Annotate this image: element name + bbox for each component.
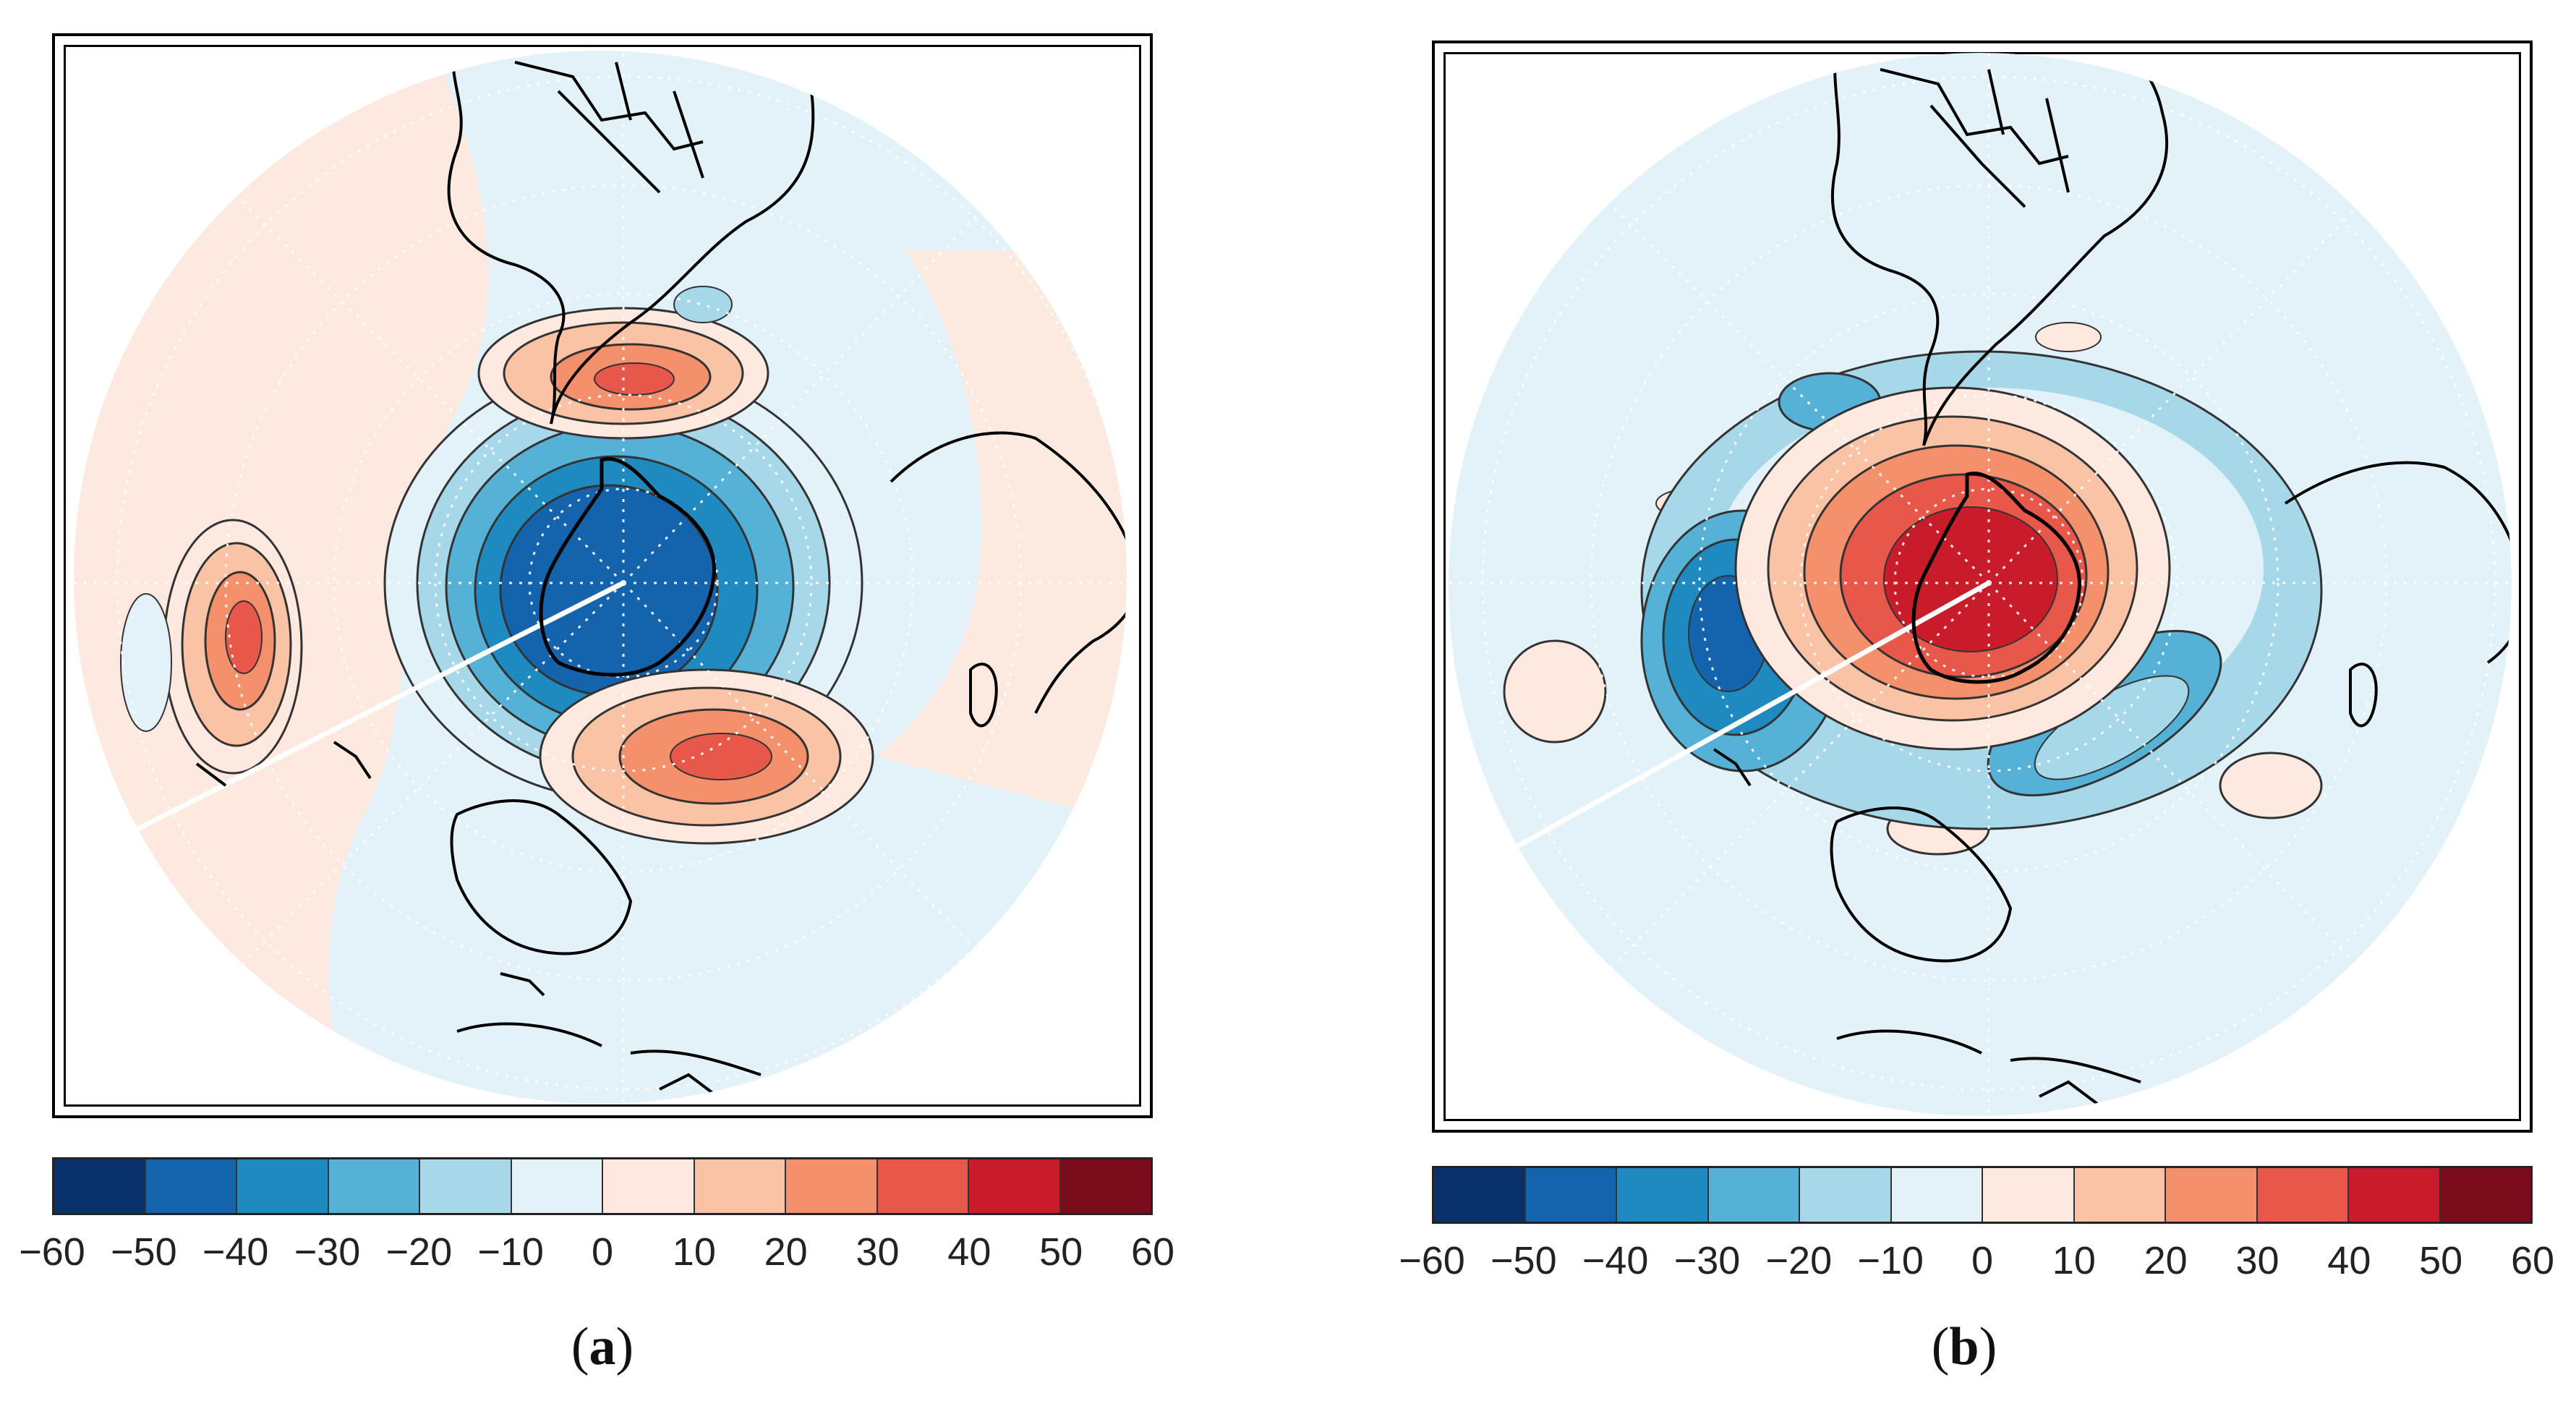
colorbar-tick: −20	[1765, 1239, 1833, 1282]
colorbar-tick: 40	[947, 1230, 991, 1274]
colorbar-swatch	[1434, 1168, 1526, 1222]
anomaly-pos-40-se-a	[670, 733, 772, 780]
colorbar-tick: 0	[591, 1230, 614, 1274]
colorbar-swatch	[2257, 1168, 2349, 1222]
colorbar-swatch	[1891, 1168, 1983, 1222]
anomaly-pos-small-se-b	[2219, 751, 2323, 819]
colorbar-swatch	[420, 1159, 512, 1213]
colorbar-tick: −10	[1857, 1239, 1924, 1282]
panel-label-a: a	[589, 1317, 616, 1376]
panel-label-b: b	[1949, 1317, 1979, 1376]
colorbar-swatch	[877, 1159, 969, 1213]
colorbar-tick: 60	[2510, 1239, 2555, 1282]
colorbar-swatch	[237, 1159, 329, 1213]
positive-region-east-a	[877, 250, 1127, 829]
anomaly-pos-small-nw-b	[2035, 322, 2102, 352]
colorbar-swatch	[328, 1159, 420, 1213]
polar-map-a	[74, 51, 1127, 1104]
panel-caption-b: (b)	[1931, 1317, 1997, 1376]
colorbar-swatch	[1983, 1168, 2075, 1222]
colorbar-tick: −30	[1673, 1239, 1741, 1282]
graticule-b	[1449, 53, 2512, 1116]
colorbar-swatch	[786, 1159, 878, 1213]
colorbar-tick: −10	[477, 1230, 544, 1274]
anomaly-neg-west-small-a	[120, 593, 172, 732]
dateline-a	[74, 580, 625, 875]
colorbar-tick: −50	[111, 1230, 177, 1274]
anomaly-pos-small-west-b	[1503, 639, 1607, 744]
anomaly-pos-40-north-a	[594, 362, 675, 396]
colorbar-tick: 10	[672, 1230, 716, 1274]
colorbar-tick: −60	[19, 1230, 85, 1274]
colorbar-swatch	[145, 1159, 237, 1213]
colorbar-swatch	[603, 1159, 695, 1213]
colorbar-tick: −30	[294, 1230, 361, 1274]
colorbar-tick: 50	[1039, 1230, 1083, 1274]
polar-map-b	[1449, 53, 2512, 1116]
colorbar-swatch	[511, 1159, 603, 1213]
colorbar-swatch	[2166, 1168, 2258, 1222]
colorbar-ticks-a: −60 −50 −40 −30 −20 −10 0 10 20 30 40 50…	[19, 1230, 1174, 1280]
colorbar-ticks-b: −60 −50 −40 −30 −20 −10 0 10 20 30 40 50…	[1399, 1238, 2554, 1289]
colorbar-swatch	[2074, 1168, 2166, 1222]
colorbar-tick: 30	[2235, 1239, 2279, 1282]
colorbar-tick: 50	[2419, 1239, 2463, 1282]
panel-b: −60 −50 −40 −30 −20 −10 0 10 20 30 40 50…	[1287, 0, 2576, 1401]
colorbar-tick: 40	[2327, 1239, 2371, 1282]
panel-caption-a: (a)	[571, 1317, 634, 1376]
colorbar-tick: 20	[764, 1230, 808, 1274]
colorbar-swatch	[1525, 1168, 1617, 1222]
colorbar-tick: −40	[202, 1230, 269, 1274]
colorbar-swatch	[54, 1159, 146, 1213]
colorbar-swatch	[2440, 1168, 2530, 1222]
colorbar-tick: 10	[2052, 1239, 2096, 1282]
colorbar-tick: 60	[1130, 1230, 1175, 1274]
colorbar-swatch	[969, 1159, 1061, 1213]
colorbar-tick: 0	[1971, 1239, 1994, 1282]
anomaly-neg-small-a	[673, 286, 733, 323]
colorbar-b	[1432, 1166, 2533, 1224]
colorbar-tick: 20	[2144, 1239, 2188, 1282]
colorbar-tick: −60	[1399, 1239, 1465, 1282]
dateline-b	[1449, 580, 1990, 897]
colorbar-swatch	[2349, 1168, 2441, 1222]
colorbar-a	[52, 1157, 1153, 1215]
colorbar-tick: −40	[1582, 1239, 1649, 1282]
colorbar-swatch	[1617, 1168, 1709, 1222]
panel-a: −60 −50 −40 −30 −20 −10 0 10 20 30 40 50…	[0, 0, 1287, 1401]
map-frame-inner-a	[64, 45, 1141, 1107]
colorbar-swatch	[1060, 1159, 1151, 1213]
colorbar-tick: −50	[1490, 1239, 1557, 1282]
colorbar-swatch	[694, 1159, 786, 1213]
anomaly-pos-40-west-a	[225, 600, 263, 674]
colorbar-swatch	[1708, 1168, 1800, 1222]
colorbar-tick: −20	[385, 1230, 453, 1274]
graticule-a	[74, 51, 1127, 1104]
map-frame-a	[52, 33, 1153, 1118]
colorbar-swatch	[1800, 1168, 1892, 1222]
anomaly-pos-50-b	[1883, 506, 2058, 652]
colorbar-tick: 30	[856, 1230, 900, 1274]
